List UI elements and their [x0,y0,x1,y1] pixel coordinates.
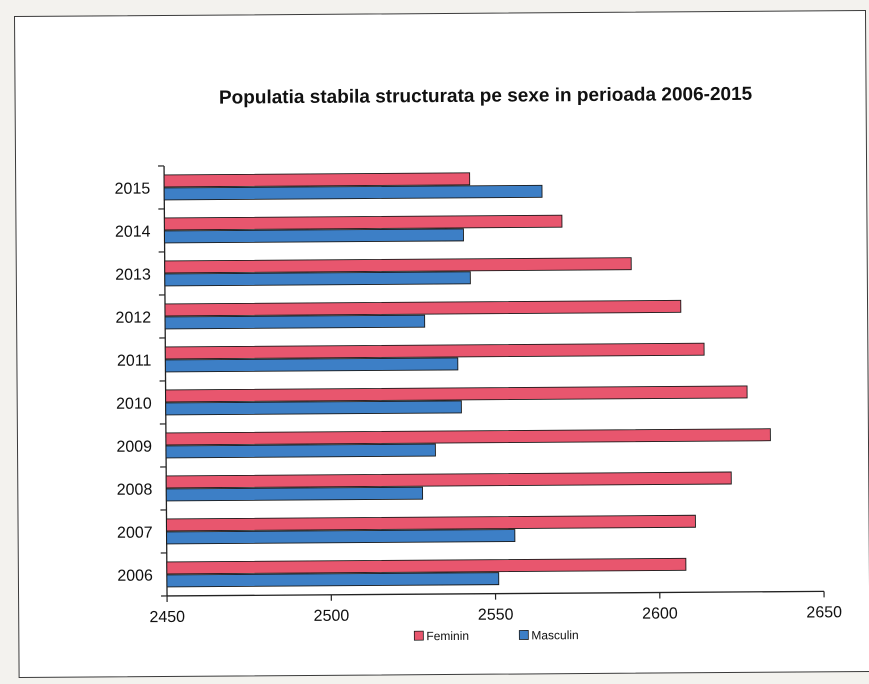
bar-masculin [163,184,543,201]
y-tick-label: 2007 [117,525,153,542]
bar-feminin [166,514,696,532]
bar-masculin [166,529,516,545]
bar-masculin [165,443,436,459]
y-tick-label: 2012 [115,310,151,327]
bar-feminin [165,385,748,403]
y-tick-label: 2009 [116,439,152,456]
x-tick-label: 2650 [806,604,842,621]
legend: Feminin Masculin [413,628,579,643]
bar-chart: Populatia stabila structurata pe sexe in… [115,84,843,643]
bar-masculin [165,400,462,416]
y-tick-label: 2008 [117,482,153,499]
y-tick-label: 2010 [116,396,152,413]
bar-masculin [164,314,426,330]
x-tick-label: 2550 [478,607,514,624]
bar-feminin [165,471,732,489]
legend-swatch-masculin [518,630,529,640]
y-tick-label: 2015 [115,181,151,198]
plot-area: 2450 2500 2550 2600 2650 2015 2014 2013 2012 2011… [115,165,842,626]
y-tick-label: 2006 [117,568,153,585]
bar-masculin [164,357,459,373]
bar-masculin [165,486,424,502]
y-tick-label: 2014 [115,224,151,241]
legend-label-feminin: Feminin [426,629,469,643]
bar-masculin [166,572,500,588]
x-tick-label: 2450 [149,609,185,626]
legend-label-masculin: Masculin [531,628,578,642]
bar-feminin [165,428,771,446]
bar-feminin [163,214,563,231]
y-tick-label: 2013 [115,267,151,284]
legend-swatch-feminin [413,630,424,641]
bar-feminin [163,172,471,188]
y-tick-label: 2011 [117,353,152,370]
bar-feminin [166,557,687,575]
bar-feminin [164,257,632,274]
bar-feminin [164,299,682,317]
bar-masculin [164,271,471,287]
chart-frame: Populatia stabila structurata pe sexe in… [14,10,869,678]
x-tick-label: 2500 [314,608,350,625]
chart-title: Populatia stabila structurata pe sexe in… [219,84,753,109]
bar-masculin [164,228,464,244]
x-tick-label: 2600 [642,605,678,622]
bar-feminin [164,342,705,360]
